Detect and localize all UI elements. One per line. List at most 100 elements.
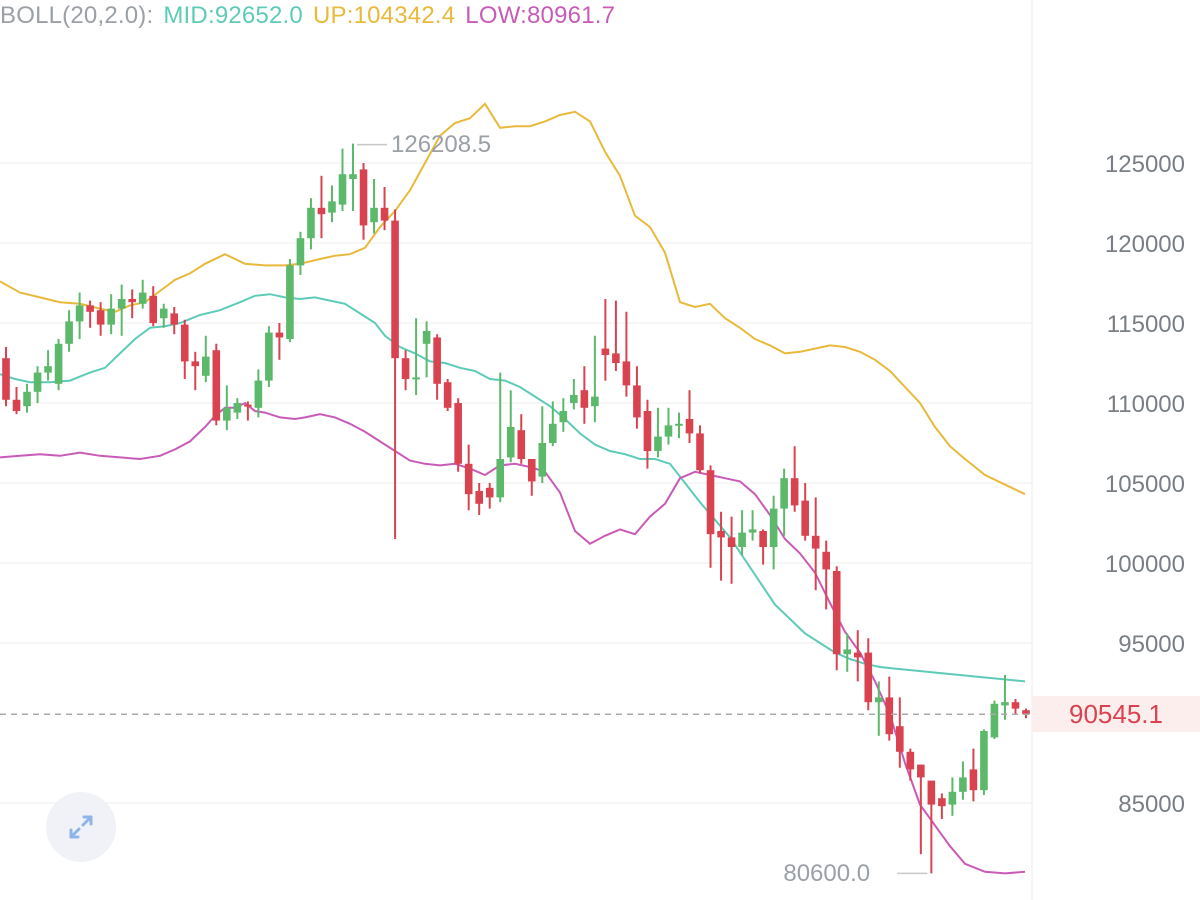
candle-body (149, 295, 158, 323)
candle (359, 163, 368, 240)
candle-body (601, 348, 610, 355)
candle (696, 425, 704, 474)
candle (265, 326, 273, 387)
candle-body (296, 238, 305, 266)
candle (443, 379, 452, 411)
candle-body (896, 726, 904, 752)
candle-body (107, 308, 115, 325)
candle-body (317, 207, 326, 215)
candle-body (201, 356, 210, 376)
candle-body (464, 463, 473, 495)
candle (727, 516, 736, 584)
candle (549, 401, 557, 447)
candle-body (401, 358, 410, 379)
y-tick-label: 125000 (1105, 151, 1185, 178)
candle (138, 279, 147, 309)
candle (254, 369, 263, 418)
candle (1011, 699, 1020, 715)
candle (843, 633, 852, 672)
candle (896, 697, 904, 768)
candle-body (959, 777, 967, 792)
candle-body (874, 697, 883, 703)
candle (96, 302, 105, 336)
candle-body (990, 703, 999, 738)
candle-body (559, 411, 568, 423)
candle-body (853, 652, 862, 658)
candle-body (12, 399, 21, 411)
candle-body (359, 169, 368, 226)
candle (170, 307, 179, 335)
candle-body (349, 174, 357, 179)
candle (853, 630, 862, 682)
candle-body (727, 537, 736, 547)
candle (654, 407, 662, 458)
candle (769, 495, 778, 570)
candle (601, 299, 610, 381)
candle (664, 407, 673, 445)
candle (33, 366, 42, 403)
expand-button[interactable] (46, 792, 116, 862)
candle (570, 379, 578, 410)
candle-body (675, 423, 683, 426)
candle (328, 185, 336, 223)
candle (643, 399, 652, 469)
candle-body (549, 423, 557, 443)
candle (2, 347, 10, 407)
candle-body (117, 299, 126, 309)
candle (790, 446, 799, 512)
candle (917, 764, 925, 855)
candle-body (44, 366, 52, 373)
candle (591, 335, 599, 423)
candle (75, 292, 84, 339)
candle-body (170, 313, 179, 325)
candle-body (822, 551, 831, 570)
candle-body (454, 403, 462, 464)
candle (780, 468, 788, 536)
legend-name: BOLL(20,2.0): (0, 2, 154, 29)
candle (159, 303, 168, 328)
candle (44, 350, 52, 381)
candle-body (338, 174, 347, 205)
low-price-label: 80600.0 (783, 860, 871, 888)
candle-body (906, 751, 915, 770)
candle (811, 497, 820, 591)
candle-body (633, 385, 641, 418)
candle (885, 676, 894, 741)
y-tick-label: 110000 (1107, 391, 1185, 418)
candle-body (54, 343, 63, 384)
candle (864, 638, 873, 711)
candle-body (538, 443, 547, 477)
candle-body (580, 390, 589, 408)
candle-body (86, 305, 94, 312)
candle (422, 321, 431, 378)
candle-body (254, 380, 263, 408)
candle (517, 414, 526, 464)
candle (296, 231, 305, 275)
candle (233, 398, 242, 419)
candle (454, 398, 462, 472)
candle-body (275, 332, 284, 338)
candle-body (191, 361, 200, 367)
candle-body (96, 310, 105, 325)
candle (117, 284, 126, 336)
candle (65, 310, 73, 352)
candle (759, 529, 767, 565)
candle (633, 366, 641, 429)
candle (906, 748, 915, 781)
candle-body (433, 337, 441, 384)
candle (244, 401, 252, 421)
y-tick-label: 120000 (1105, 231, 1185, 258)
candle-body (738, 532, 746, 547)
y-axis-labels: 125000 120000 115000 110000 105000 100000 9500… (1105, 151, 1185, 818)
candle (107, 294, 115, 335)
candle (612, 300, 620, 371)
candle-body (328, 201, 336, 213)
candle-body (2, 358, 10, 400)
candle (223, 385, 231, 431)
candle (475, 483, 483, 515)
candle (959, 761, 967, 800)
candle-body (980, 731, 988, 791)
candle (927, 780, 936, 874)
candle-body (706, 470, 715, 535)
